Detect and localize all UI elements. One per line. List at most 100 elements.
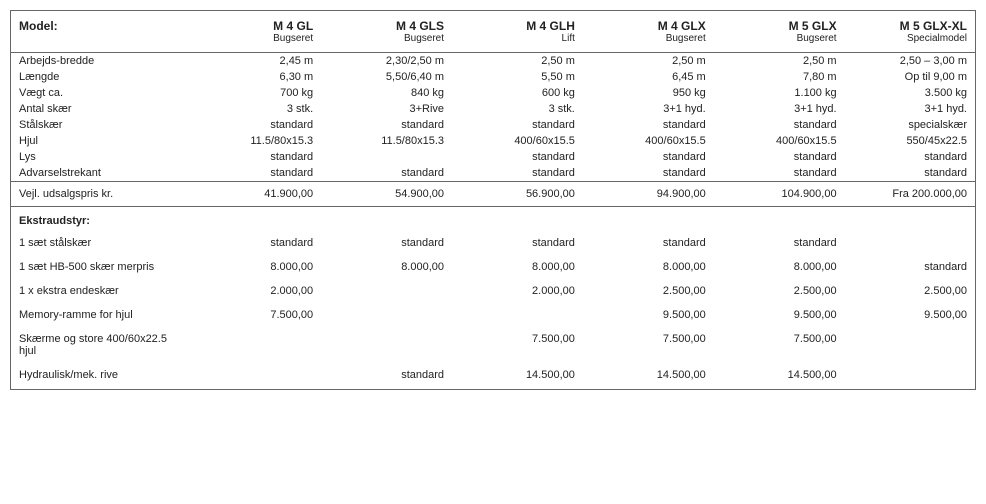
table-row: Vejl. udsalgspris kr.41.900,0054.900,005… [11,182,976,207]
cell: specialskær [845,117,976,133]
model-col-4: M 5 GLXBugseret [714,11,845,53]
cell [321,149,452,165]
cell [845,327,976,363]
cell: 9.500,00 [583,303,714,327]
model-name: M 4 GLX [591,19,706,33]
model-name: M 4 GLH [460,19,575,33]
cell: 6,30 m [190,69,321,85]
model-name: M 4 GLS [329,19,444,33]
cell [452,303,583,327]
cell: 2.000,00 [190,279,321,303]
cell: standard [190,165,321,182]
extra-label: 1 sæt HB-500 skær merpris [11,255,191,279]
cell [452,207,583,232]
table-row: Hjul11.5/80x15.311.5/80x15.3400/60x15.54… [11,133,976,149]
cell: standard [583,117,714,133]
cell: standard [190,149,321,165]
cell: 9.500,00 [714,303,845,327]
cell: 41.900,00 [190,182,321,207]
cell: 3+1 hyd. [583,101,714,117]
table-row: Længde6,30 m5,50/6,40 m5,50 m6,45 m7,80 … [11,69,976,85]
cell: 2,30/2,50 m [321,53,452,70]
spec-label: Længde [11,69,191,85]
cell: standard [452,149,583,165]
cell [321,207,452,232]
cell: 104.900,00 [714,182,845,207]
cell: 1.100 kg [714,85,845,101]
model-col-5: M 5 GLX-XLSpecialmodel [845,11,976,53]
cell: standard [714,149,845,165]
cell: 8.000,00 [190,255,321,279]
cell: 400/60x15.5 [714,133,845,149]
cell [845,207,976,232]
cell: standard [190,117,321,133]
cell: 2,50 m [714,53,845,70]
cell [321,303,452,327]
cell: standard [321,117,452,133]
model-sub: Bugseret [329,33,444,44]
model-label: Model: [11,11,191,53]
cell: standard [714,231,845,255]
cell: 2.500,00 [714,279,845,303]
cell: 3 stk. [190,101,321,117]
model-sub: Lift [460,33,575,44]
cell: 11.5/80x15.3 [190,133,321,149]
cell: 7.500,00 [190,303,321,327]
model-name: M 5 GLX [722,19,837,33]
cell: 2.000,00 [452,279,583,303]
cell: 2,50 m [452,53,583,70]
table-row: Hydraulisk/mek. rivestandard14.500,0014.… [11,363,976,390]
extras-header-row: Ekstraudstyr: [11,207,976,232]
table-row: Stålskærstandardstandardstandardstandard… [11,117,976,133]
model-name: M 5 GLX-XL [853,19,967,33]
cell: standard [452,231,583,255]
cell: 5,50/6,40 m [321,69,452,85]
cell: 8.000,00 [321,255,452,279]
cell: 8.000,00 [714,255,845,279]
cell: 700 kg [190,85,321,101]
spec-label: Arbejds-bredde [11,53,191,70]
cell: 8.000,00 [452,255,583,279]
model-col-0: M 4 GLBugseret [190,11,321,53]
cell: standard [452,117,583,133]
table-row: Advarselstrekantstandardstandardstandard… [11,165,976,182]
cell [845,363,976,390]
cell: 7,80 m [714,69,845,85]
cell [714,207,845,232]
cell: 6,45 m [583,69,714,85]
extra-label: 1 sæt stålskær [11,231,191,255]
model-sub: Bugseret [722,33,837,44]
cell: standard [714,117,845,133]
cell: 600 kg [452,85,583,101]
cell: 8.000,00 [583,255,714,279]
extra-label: Hydraulisk/mek. rive [11,363,191,390]
cell: standard [845,165,976,182]
cell: 2.500,00 [583,279,714,303]
cell [190,207,321,232]
table-row: Memory-ramme for hjul7.500,00 9.500,009.5… [11,303,976,327]
cell: standard [190,231,321,255]
table-row: Skærme og store 400/60x22.5 hjul7.500,00… [11,327,976,363]
extra-label: Memory-ramme for hjul [11,303,191,327]
model-sub: Bugseret [198,33,313,44]
cell [321,327,452,363]
extra-label: Skærme og store 400/60x22.5 hjul [11,327,191,363]
cell: standard [845,149,976,165]
table-row: Arbejds-bredde2,45 m2,30/2,50 m2,50 m2,5… [11,53,976,70]
cell: 14.500,00 [714,363,845,390]
table-row: Vægt ca.700 kg840 kg600 kg950 kg1.100 kg… [11,85,976,101]
cell: 550/45x22.5 [845,133,976,149]
table-row: 1 x ekstra endeskær2.000,002.000,002.500… [11,279,976,303]
cell: 11.5/80x15.3 [321,133,452,149]
cell: 400/60x15.5 [452,133,583,149]
cell: 54.900,00 [321,182,452,207]
cell: 94.900,00 [583,182,714,207]
table-row: Antal skær3 stk.3+Rive3 stk.3+1 hyd.3+1 … [11,101,976,117]
cell: 2.500,00 [845,279,976,303]
cell: Fra 200.000,00 [845,182,976,207]
spec-label: Advarselstrekant [11,165,191,182]
cell: 14.500,00 [583,363,714,390]
cell: 3+1 hyd. [714,101,845,117]
cell: 14.500,00 [452,363,583,390]
table-row: Lysstandardstandardstandardstandardstand… [11,149,976,165]
